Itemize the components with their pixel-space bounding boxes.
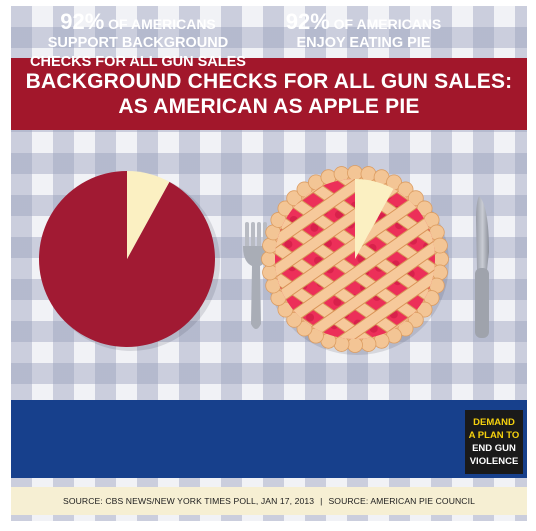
title-line-1: BACKGROUND CHECKS FOR ALL GUN SALES: [25, 70, 513, 93]
pie-charts-scene [38, 165, 489, 355]
badge-line: A PLAN TO [468, 430, 520, 441]
badge-line: VIOLENCE [469, 456, 519, 467]
source-poll: SOURCE: CBS NEWS/NEW YORK TIMES POLL, JA… [63, 496, 315, 506]
source-separator: | [320, 496, 323, 506]
badge-line: DEMAND [473, 417, 515, 428]
infographic: BACKGROUND CHECKS FOR ALL GUN SALES: AS … [11, 6, 527, 521]
stats-bar [11, 400, 527, 478]
stat-line: SUPPORT BACKGROUND [47, 35, 229, 51]
stat-poll-support: 92% OF AMERICANS SUPPORT BACKGROUND CHEC… [25, 9, 251, 72]
badge-line: END GUN [472, 443, 516, 454]
source-pie-council: SOURCE: AMERICAN PIE COUNCIL [328, 496, 475, 506]
stat-line: ENJOY EATING PIE [296, 35, 431, 51]
stat-percent: 92% [285, 9, 330, 34]
knife-icon [475, 196, 489, 338]
pie-slice-remaining [127, 171, 170, 259]
stat-pie-lovers: 92% OF AMERICANS ENJOY EATING PIE [256, 9, 471, 53]
pie-slice-missing [355, 179, 394, 259]
pie-slice-support [38, 171, 215, 347]
stat-line: CHECKS FOR ALL GUN SALES [30, 54, 246, 70]
demand-plan-badge[interactable]: DEMAND A PLAN TO END GUN VIOLENCE [465, 410, 523, 474]
stat-line: OF AMERICANS [108, 16, 216, 32]
sources-footer: SOURCE: CBS NEWS/NEW YORK TIMES POLL, JA… [11, 487, 527, 515]
stat-line: OF AMERICANS [333, 16, 442, 32]
title-banner: BACKGROUND CHECKS FOR ALL GUN SALES: AS … [11, 58, 527, 130]
stat-percent: 92% [60, 9, 105, 34]
poll-pie-chart [38, 171, 215, 347]
title-line-2: AS AMERICAN AS APPLE PIE [118, 95, 420, 118]
apple-pie-crust-edge [261, 165, 449, 353]
